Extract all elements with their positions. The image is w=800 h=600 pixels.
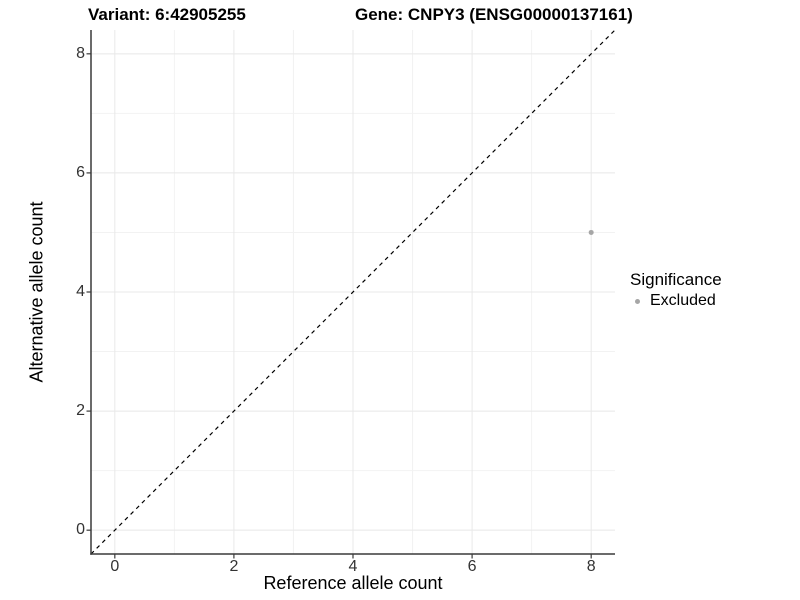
plot-title-gene: Gene: CNPY3 (ENSG00000137161) bbox=[355, 5, 633, 24]
data-point bbox=[588, 229, 594, 235]
legend-entry-label: Excluded bbox=[650, 292, 716, 309]
y-tick-label: 6 bbox=[76, 163, 85, 181]
legend-entry-excluded: Excluded bbox=[630, 292, 722, 310]
y-tick-label: 4 bbox=[76, 283, 85, 300]
x-tick-label: 8 bbox=[586, 558, 596, 575]
y-tick-label: 2 bbox=[76, 402, 85, 420]
y-tick-label: 0 bbox=[76, 521, 85, 539]
legend: Significance Excluded bbox=[630, 270, 722, 310]
plot-title-variant: Variant: 6:42905255 bbox=[88, 5, 246, 24]
x-axis-title: Reference allele count bbox=[263, 573, 443, 593]
y-axis-title: Alternative allele count bbox=[26, 201, 47, 383]
x-tick-label: 0 bbox=[110, 558, 120, 575]
x-tick-label: 4 bbox=[348, 558, 358, 575]
identity-dashed-line bbox=[90, 29, 616, 555]
legend-key-dot-icon bbox=[630, 292, 646, 310]
y-tick-label: 8 bbox=[76, 44, 85, 62]
legend-title: Significance bbox=[630, 270, 722, 289]
x-tick-label: 6 bbox=[467, 558, 477, 575]
x-tick-label: 2 bbox=[229, 558, 239, 575]
